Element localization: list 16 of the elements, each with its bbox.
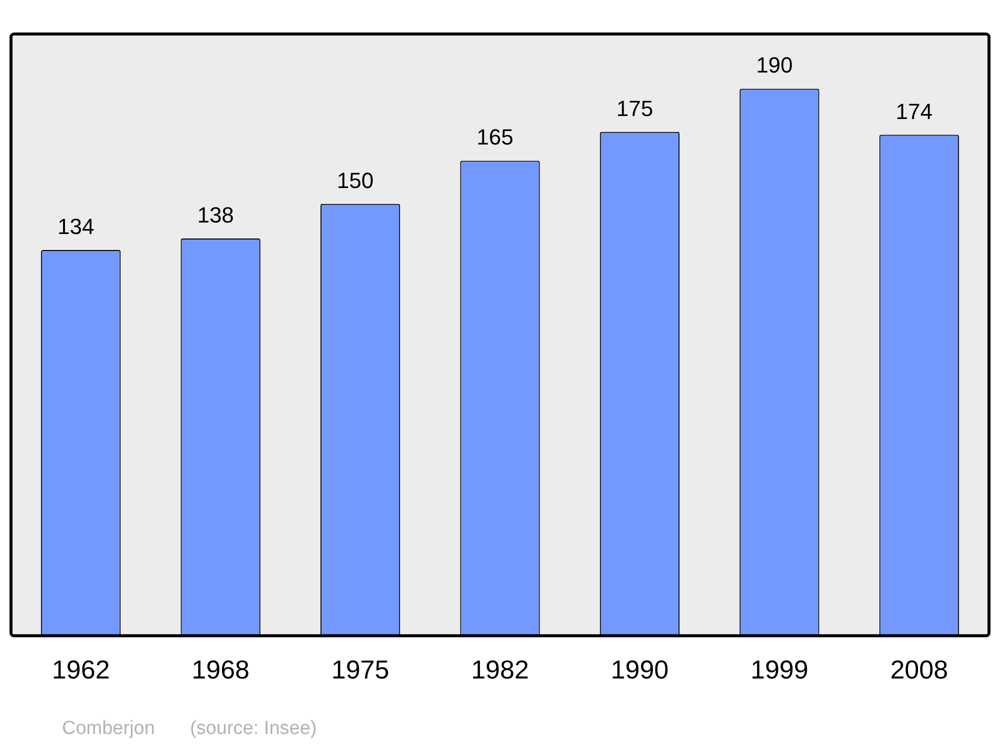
text: (source: Insee) xyxy=(190,718,317,740)
data-label: 175 xyxy=(616,96,654,121)
x-tick-label: 2008 xyxy=(890,654,948,685)
data-label: 150 xyxy=(336,168,374,193)
data-label: 134 xyxy=(58,214,94,239)
data-label: 174 xyxy=(896,98,932,124)
x-tick-label: 1990 xyxy=(610,654,669,685)
x-tick-label: 1962 xyxy=(52,654,110,685)
data-label: 138 xyxy=(197,202,234,228)
x-tick-label: 1982 xyxy=(471,654,529,685)
x-tick-label: 1999 xyxy=(750,654,808,685)
data-label: 190 xyxy=(756,52,793,78)
data-label: 165 xyxy=(476,124,514,150)
x-tick-label: 1975 xyxy=(331,654,390,685)
x-tick-label: 1968 xyxy=(192,654,250,685)
text: Comberjon xyxy=(62,718,155,740)
